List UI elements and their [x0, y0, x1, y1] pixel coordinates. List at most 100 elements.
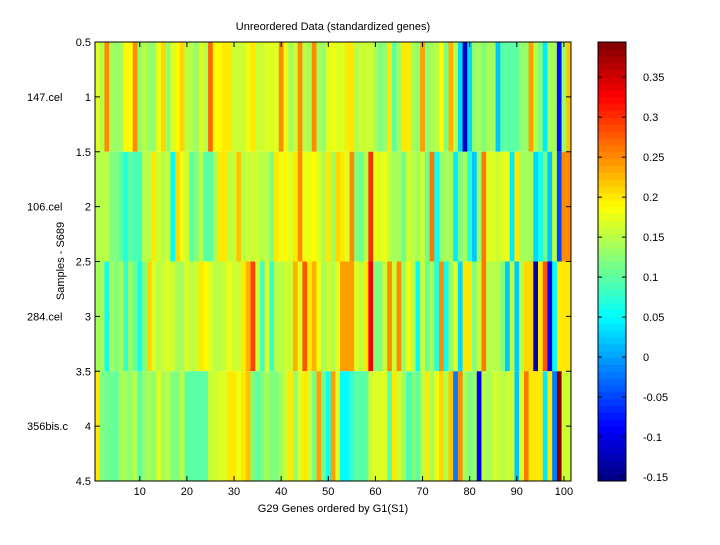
heatmap-cell [552, 151, 558, 262]
heatmap-cell [250, 261, 256, 372]
heatmap-cell [542, 261, 548, 372]
heatmap-cell [552, 42, 558, 152]
heatmap-cell [109, 371, 115, 481]
heatmap-cell [490, 42, 496, 152]
heatmap-cell [481, 151, 487, 262]
colorbar-segment [598, 371, 626, 379]
heatmap-cell [509, 261, 515, 372]
heatmap-cell [123, 371, 129, 481]
colorbar-segment [598, 309, 626, 317]
heatmap-cell [363, 371, 369, 481]
heatmap-cell [481, 261, 487, 372]
heatmap-cell [335, 42, 341, 152]
heatmap-cell [538, 261, 544, 372]
heatmap-cell [132, 371, 138, 481]
heatmap-cell [236, 151, 242, 262]
colorbar-segment [598, 90, 626, 98]
heatmap-cell [226, 371, 233, 481]
heatmap-cell [99, 42, 105, 152]
heatmap-cell [377, 261, 383, 372]
heatmap-cell [486, 42, 492, 152]
heatmap-cell [453, 371, 459, 481]
heatmap-cell [457, 151, 464, 262]
x-tick-label: 30 [228, 486, 240, 498]
colorbar-segment [598, 302, 626, 311]
colorbar-segment [598, 55, 626, 64]
heatmap-cell [486, 261, 492, 372]
heatmap-cell [203, 151, 209, 262]
colorbar-segment [598, 62, 626, 70]
colorbar-segment [598, 158, 626, 166]
heatmap-cell [387, 151, 393, 262]
heatmap-cell [179, 371, 185, 481]
colorbar-segment [598, 76, 626, 84]
heatmap-cell [500, 261, 506, 372]
colorbar-segment [598, 144, 626, 153]
colorbar-segment [598, 426, 626, 434]
heatmap-cell [212, 42, 218, 152]
heatmap-cells [95, 42, 572, 481]
heatmap-cell [137, 261, 143, 372]
heatmap-cell [193, 151, 200, 262]
heatmap-cell [439, 371, 445, 481]
heatmap-cell [203, 42, 209, 152]
heatmap-cell [335, 261, 341, 372]
x-tick-label: 90 [511, 486, 523, 498]
colorbar-frame [597, 41, 627, 482]
heatmap-cell [481, 371, 487, 481]
heatmap-cell [495, 371, 501, 481]
colorbar: -0.15 -0.1 -0.05 0 0.05 0.1 0.15 0.2 0.25 0.3 0.35 [597, 41, 668, 484]
heatmap-cell [415, 261, 421, 372]
heatmap-cell [259, 42, 266, 152]
heatmap-cell [269, 151, 275, 262]
heatmap-cell [358, 42, 365, 152]
heatmap-cell [514, 261, 520, 372]
heatmap-cell [127, 261, 134, 372]
heatmap-cell [330, 151, 336, 262]
heatmap-cell [424, 151, 431, 262]
heatmap-cell [222, 42, 228, 152]
colorbar-segment [598, 42, 626, 50]
heatmap-cell [217, 151, 223, 262]
heatmap-cell [363, 151, 369, 262]
heatmap-cell [495, 261, 501, 372]
heatmap-cell [217, 42, 223, 152]
colorbar-segment [598, 467, 626, 475]
colorbar-segment [598, 323, 626, 331]
heatmap-cell [467, 371, 473, 481]
heatmap-cell [415, 371, 421, 481]
heatmap-cell [420, 261, 426, 372]
heatmap-cell [283, 371, 289, 481]
heatmap-cell [146, 371, 152, 481]
heatmap-cell [170, 371, 176, 481]
heatmap-cell [325, 261, 332, 372]
heatmap-cell [288, 371, 294, 481]
colorbar-segment [598, 288, 626, 297]
colorbar-segment [598, 179, 626, 187]
heatmap-cell [462, 261, 468, 372]
colorbar-tick-label: -0.1 [643, 432, 662, 444]
heatmap-cell [415, 42, 421, 152]
heatmap-cell [495, 151, 501, 262]
colorbar-segment [598, 474, 626, 482]
heatmap-cell [198, 151, 204, 262]
heatmap-cell [377, 151, 383, 262]
heatmap-cell [297, 261, 303, 372]
heatmap-cell [434, 261, 440, 372]
heatmap-cell [538, 151, 544, 262]
heatmap-cell [561, 42, 567, 152]
heatmap-cell [99, 151, 105, 262]
heatmap-cell [170, 151, 176, 262]
heatmap-cell [118, 42, 124, 152]
heatmap-cell [99, 371, 105, 481]
colorbar-tick-label: 0.35 [643, 72, 664, 84]
heatmap-cell [245, 151, 251, 262]
colorbar-segment [598, 398, 626, 407]
heatmap-cell [269, 371, 275, 481]
heatmap-cell [127, 151, 134, 262]
heatmap-cell [476, 42, 482, 152]
heatmap-cell [208, 42, 214, 152]
heatmap-cell [259, 261, 266, 372]
heatmap-cell [406, 371, 412, 481]
y-tick-label: 0.5 [76, 37, 91, 49]
